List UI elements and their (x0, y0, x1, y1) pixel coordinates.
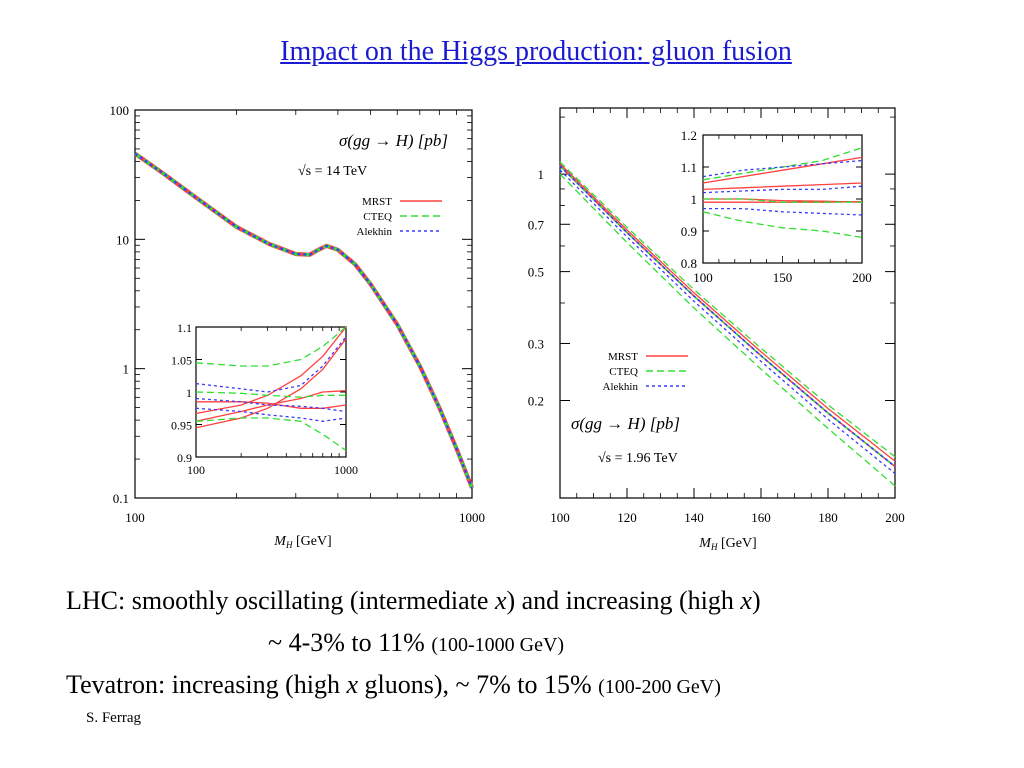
summary-line-tevatron: Tevatron: increasing (high x gluons), ~ … (66, 670, 721, 700)
tev-sqrts-label: √s = 1.96 TeV (598, 451, 678, 466)
lhc-cross-section-label: σ(gg → H) [pb] (339, 131, 448, 150)
tev-legend-label: CTEQ (609, 366, 638, 378)
tev-inset-x-tick-label: 200 (852, 270, 872, 285)
lhc-inset-y-tick-label: 1.1 (177, 321, 192, 335)
tev-x-tick-label: 200 (885, 510, 905, 525)
lhc-inset-y-tick-label: 1 (186, 386, 192, 400)
summary-text: Tevatron: increasing (high (66, 670, 346, 699)
tev-inset-y-tick-label: 1.2 (681, 128, 697, 143)
summary-line-lhc: LHC: smoothly oscillating (intermediate … (66, 586, 761, 616)
summary-var: x (346, 670, 358, 699)
lhc-y-tick-label: 10 (116, 232, 129, 247)
summary-text: gluons), ~ 7% to 15% (358, 670, 598, 699)
tev-legend-label: Alekhin (603, 381, 639, 393)
lhc-legend-label: MRST (362, 196, 392, 208)
summary-text: ) (752, 586, 761, 615)
summary-var: x (740, 586, 752, 615)
lhc-y-tick-label: 100 (110, 103, 130, 118)
lhc-inset-x-tick-label: 1000 (334, 463, 358, 477)
lhc-x-tick-label: 100 (125, 510, 145, 525)
tev-y-tick-label: 0.5 (528, 265, 544, 280)
tev-y-tick-label: 1 (538, 167, 545, 182)
author: S. Ferrag (86, 710, 141, 727)
summary-range: (100-1000 GeV) (431, 634, 564, 656)
lhc-sqrts-label: √s = 14 TeV (298, 164, 367, 179)
tev-x-axis-label: MH [GeV] (698, 536, 756, 552)
tev-y-tick-label: 0.2 (528, 394, 544, 409)
tev-inset-y-tick-label: 0.9 (681, 224, 697, 239)
charts-svg: 0.1 1 10 100 100 1000 MH [GeV] σ(gg → H) [pb] √s… (0, 0, 1024, 570)
tev-inset-y-tick-label: 1 (691, 192, 698, 207)
summary-text: ) and increasing (high (506, 586, 740, 615)
lhc-x-tick-label: 1000 (459, 510, 485, 525)
tev-y-tick-label: 0.7 (528, 217, 545, 232)
summary-var: x (495, 586, 507, 615)
summary-range: (100-200 GeV) (598, 676, 721, 698)
tev-inset-y-tick-label: 0.8 (681, 256, 697, 271)
lhc-inset-x-tick-label: 100 (187, 463, 205, 477)
tev-x-tick-label: 120 (617, 510, 637, 525)
lhc-inset-y-tick-label: 0.95 (171, 419, 192, 433)
tev-inset-y-tick-label: 1.1 (681, 160, 697, 175)
tev-y-tick-label: 0.3 (528, 336, 544, 351)
summary-text: LHC: smoothly oscillating (intermediate (66, 586, 495, 615)
lhc-y-tick-label: 1 (123, 362, 130, 377)
tev-x-tick-label: 140 (684, 510, 704, 525)
lhc-inset-y-tick-label: 1.05 (171, 354, 192, 368)
tev-inset-x-tick-label: 150 (773, 270, 793, 285)
lhc-legend-label: Alekhin (357, 226, 393, 238)
tev-cross-section-label: σ(gg → H) [pb] (571, 414, 680, 433)
tev-legend-label: MRST (608, 351, 638, 363)
tev-inset-x-tick-label: 100 (693, 270, 713, 285)
tev-x-tick-label: 160 (751, 510, 771, 525)
lhc-y-tick-label: 0.1 (113, 491, 129, 506)
summary-text: ~ 4-3% to 11% (268, 628, 431, 657)
tev-x-tick-label: 180 (818, 510, 838, 525)
lhc-legend-label: CTEQ (363, 211, 392, 223)
summary-line-lhc-range: ~ 4-3% to 11% (100-1000 GeV) (268, 628, 564, 658)
lhc-x-axis-label: MH [GeV] (273, 534, 331, 550)
tev-x-tick-label: 100 (550, 510, 570, 525)
